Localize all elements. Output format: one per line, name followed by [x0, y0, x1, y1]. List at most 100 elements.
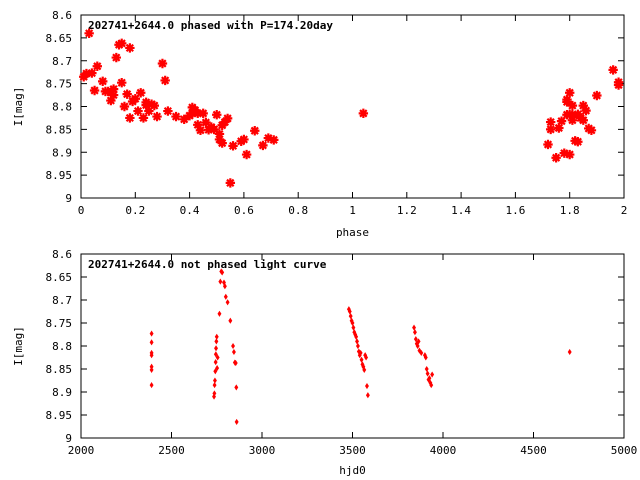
data-point [149, 100, 160, 111]
data-point [430, 371, 435, 378]
data-point [364, 354, 369, 361]
data-point [212, 390, 217, 397]
data-point [551, 153, 561, 163]
data-point [218, 278, 223, 285]
x-tick-label: 4500 [520, 444, 547, 457]
data-point [217, 310, 222, 317]
data-point [365, 392, 370, 399]
data-point [581, 105, 591, 116]
data-point [425, 370, 430, 377]
data-point [225, 299, 230, 306]
data-point [234, 418, 239, 425]
y-tick-label: 8.9 [52, 146, 72, 159]
x-axis-label: hjd0 [339, 464, 366, 477]
x-tick-label: 1 [349, 204, 356, 217]
chart-title: 202741+2644.0 phased with P=174.20day [88, 19, 333, 32]
data-point [355, 342, 360, 350]
data-point [92, 61, 102, 71]
x-tick-label: 3000 [249, 444, 276, 457]
data-point [144, 106, 154, 116]
data-point [359, 356, 364, 363]
data-point [89, 85, 100, 96]
data-point [201, 117, 211, 128]
data-point [212, 382, 217, 389]
y-tick-label: 8.8 [52, 340, 72, 353]
x-tick-label: 0.2 [125, 204, 145, 217]
data-point [108, 84, 119, 94]
data-point [358, 108, 369, 119]
data-point [87, 68, 97, 78]
data-point [171, 111, 181, 122]
data-point [125, 113, 135, 123]
data-point [122, 89, 132, 99]
y-tick-label: 8.7 [52, 55, 72, 68]
data-point [212, 377, 217, 384]
data-point [84, 28, 94, 38]
data-point [136, 88, 146, 98]
data-point [263, 133, 274, 143]
data-point [108, 90, 119, 100]
data-point [149, 339, 154, 346]
data-point [152, 111, 162, 122]
data-point [562, 94, 572, 105]
data-point [98, 76, 108, 87]
x-tick-label: 1.8 [560, 204, 580, 217]
data-point [133, 106, 143, 116]
y-tick-label: 8.7 [52, 294, 72, 307]
data-point [157, 58, 168, 69]
data-point [412, 324, 416, 331]
y-axis-label: I[mag] [12, 326, 25, 366]
data-point [213, 368, 218, 375]
data-point [163, 106, 173, 116]
data-point [225, 178, 236, 188]
data-point [117, 78, 127, 88]
data-point [239, 134, 249, 145]
data-point [215, 365, 220, 372]
y-tick-label: 8.9 [52, 386, 72, 399]
data-point [214, 129, 225, 139]
x-tick-label: 2 [621, 204, 628, 217]
data-point [212, 110, 222, 120]
data-point [250, 126, 260, 136]
x-tick-label: 0.8 [288, 204, 308, 217]
y-tick-label: 8.75 [46, 317, 73, 330]
data-point [241, 149, 252, 160]
data-point [573, 137, 583, 147]
data-point [416, 338, 421, 345]
y-tick-label: 8.95 [46, 409, 73, 422]
data-point [149, 382, 154, 389]
data-point [231, 342, 235, 350]
x-tick-label: 1.4 [451, 204, 471, 217]
data-point [222, 113, 233, 124]
data-point [220, 269, 225, 276]
data-point [233, 359, 238, 367]
data-point [543, 139, 553, 150]
data-point [556, 116, 567, 126]
data-point [215, 354, 220, 361]
data-point [258, 140, 268, 151]
data-point [222, 283, 227, 290]
data-point [81, 68, 92, 79]
data-point [269, 135, 279, 145]
data-point [567, 110, 578, 120]
data-point [613, 80, 624, 90]
data-point [214, 338, 219, 345]
data-point [578, 100, 588, 111]
data-point [231, 348, 236, 356]
data-point [413, 336, 418, 343]
data-point [354, 333, 359, 340]
plot-frame [80, 14, 625, 199]
data-point [213, 351, 218, 358]
data-point [429, 382, 434, 389]
y-tick-label: 8.6 [52, 9, 72, 22]
data-point [193, 108, 203, 119]
data-point [565, 88, 575, 98]
data-point [138, 113, 149, 123]
data-point [427, 375, 432, 382]
y-tick-label: 8.65 [46, 271, 73, 284]
data-point [193, 120, 203, 130]
data-point [149, 366, 154, 373]
data-point [213, 359, 218, 366]
data-point [214, 345, 218, 352]
data-point [419, 349, 424, 356]
